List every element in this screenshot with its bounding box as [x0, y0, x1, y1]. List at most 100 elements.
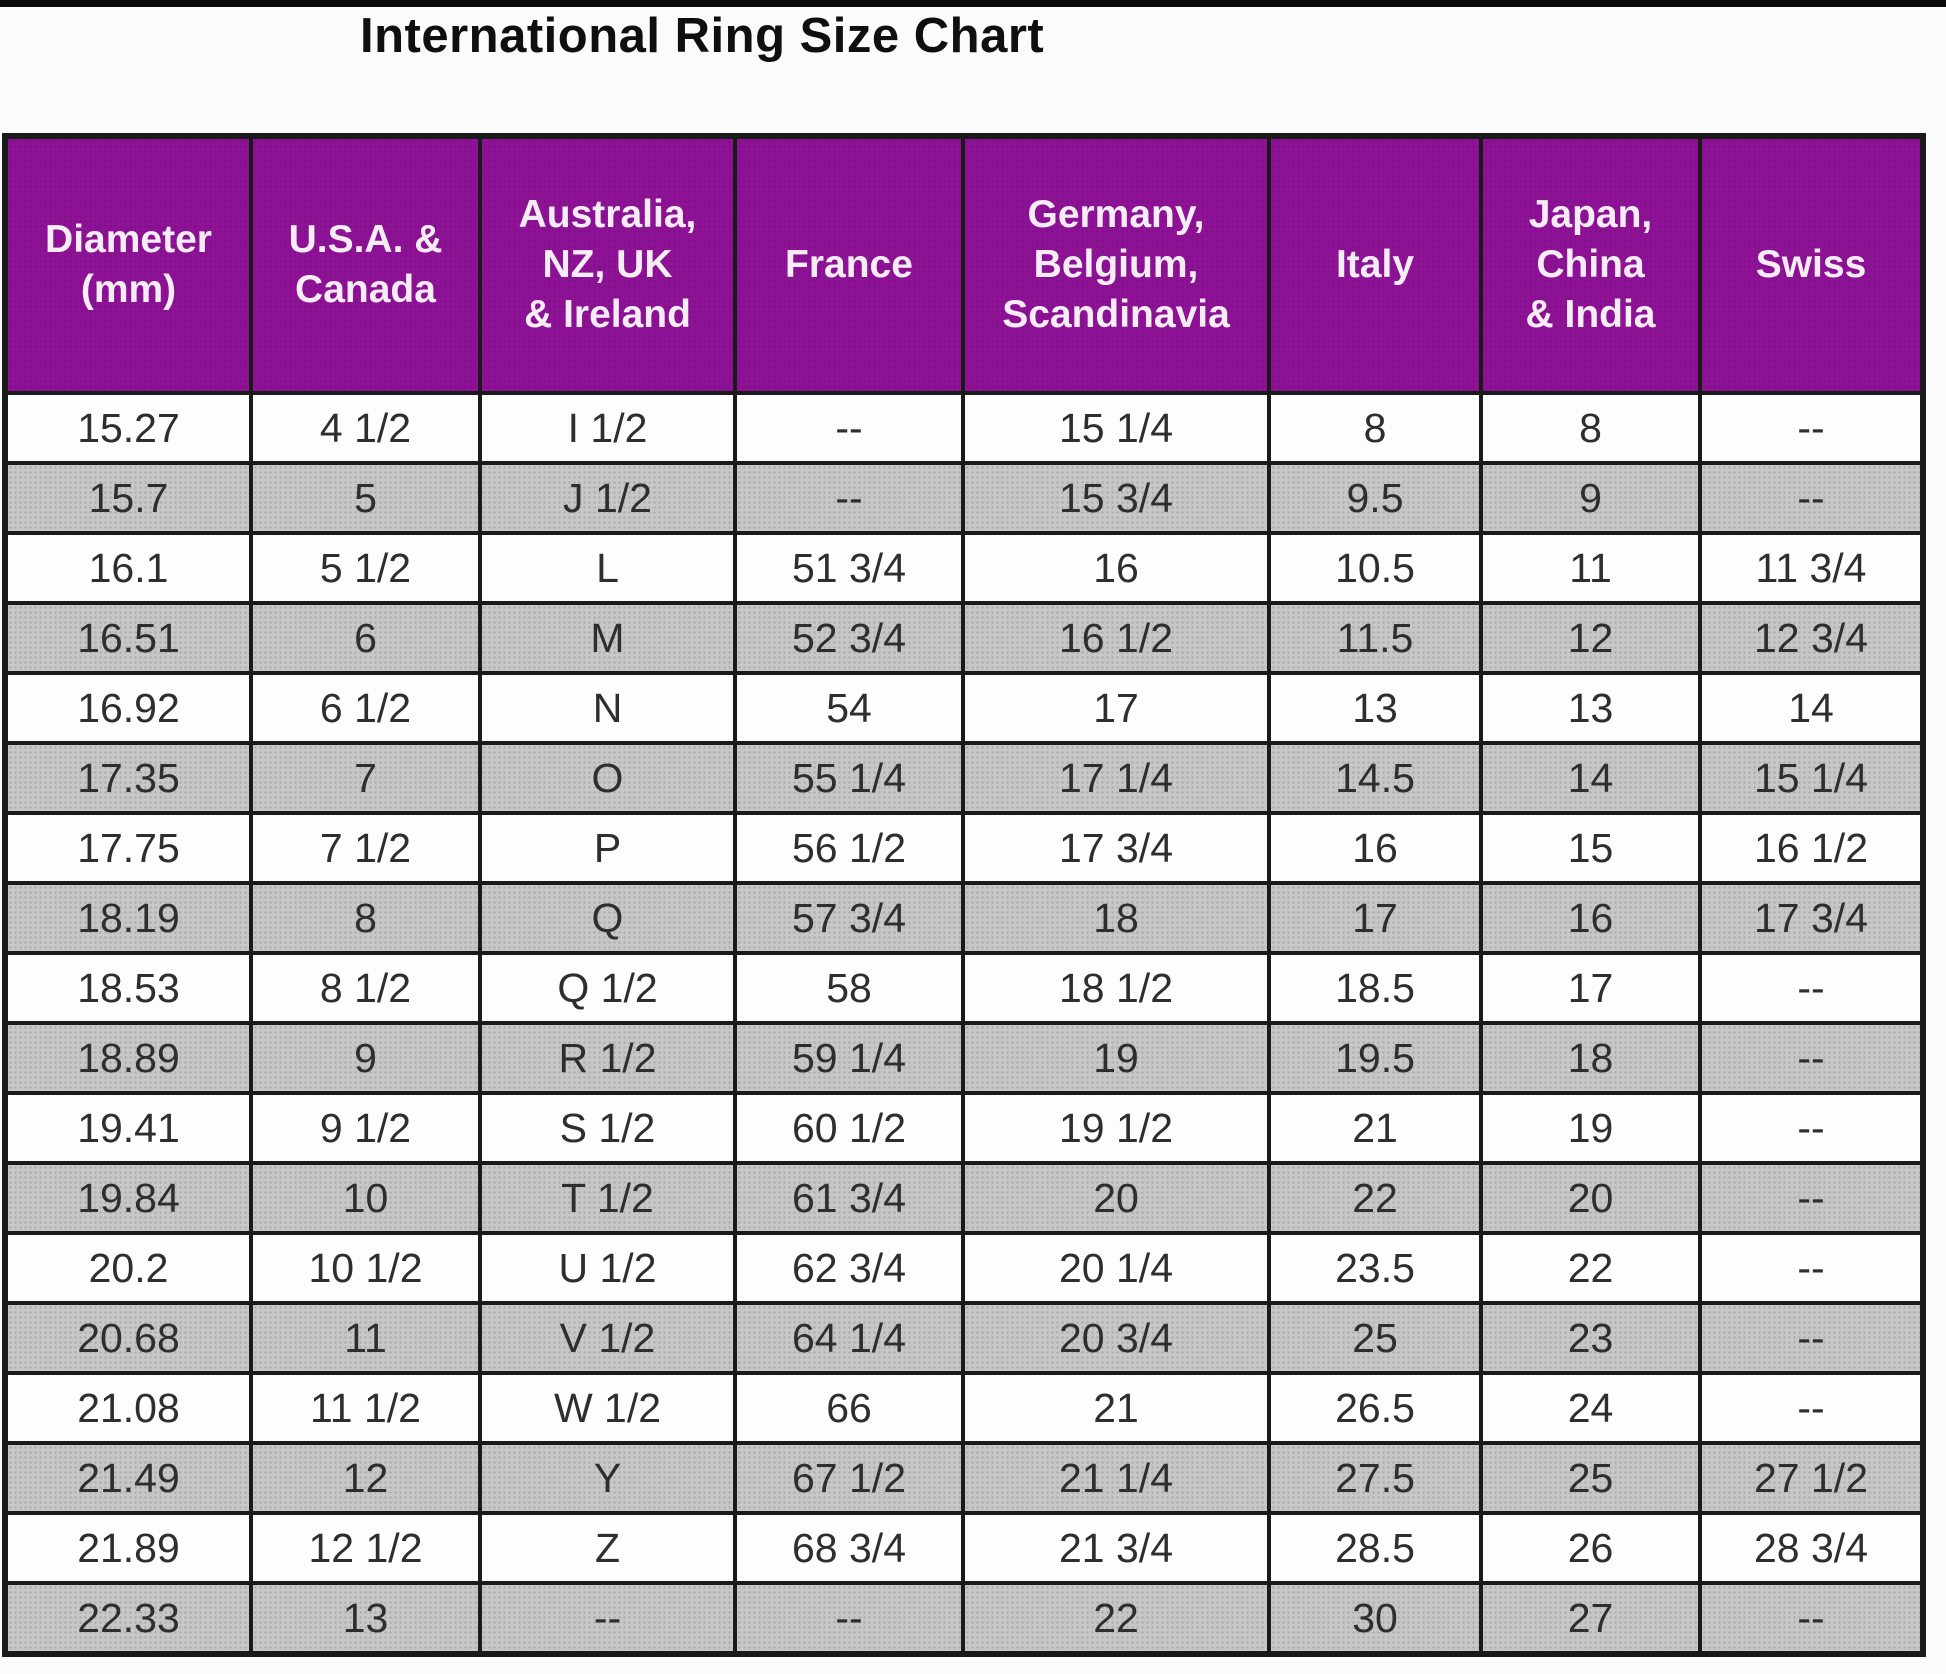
column-header: U.S.A. & Canada — [249, 134, 482, 395]
table-cell: 18 — [961, 881, 1271, 955]
table-cell: 16 — [1267, 811, 1483, 885]
table-cell: 26 — [1479, 1511, 1702, 1585]
table-cell: 13 — [249, 1581, 482, 1656]
table-cell: 17 — [1479, 951, 1702, 1025]
table-cell: 10 1/2 — [249, 1231, 482, 1305]
table-cell: J 1/2 — [478, 461, 737, 535]
table-cell: 21.49 — [3, 1441, 253, 1515]
ring-size-table: Diameter (mm) U.S.A. & Canada Australia, N… — [2, 133, 1926, 1657]
table-cell: 20.68 — [3, 1301, 253, 1375]
table-row: 18.19 8 Q 57 3/4 18 17 16 17 3/4 — [3, 881, 1925, 955]
table-cell: U 1/2 — [478, 1231, 737, 1305]
table-cell: 56 1/2 — [733, 811, 965, 885]
table-cell: 15 — [1479, 811, 1702, 885]
table-cell: -- — [1698, 1371, 1925, 1445]
table-row: 17.35 7 O 55 1/4 17 1/4 14.5 14 15 1/4 — [3, 741, 1925, 815]
table-cell: 18.5 — [1267, 951, 1483, 1025]
table-cell: 9.5 — [1267, 461, 1483, 535]
table-row: 21.89 12 1/2 Z 68 3/4 21 3/4 28.5 26 28 3/4 — [3, 1511, 1925, 1585]
table-cell: 12 1/2 — [249, 1511, 482, 1585]
table-cell: 9 1/2 — [249, 1091, 482, 1165]
table-cell: 27.5 — [1267, 1441, 1483, 1515]
table-cell: 28.5 — [1267, 1511, 1483, 1585]
table-cell: 13 — [1479, 671, 1702, 745]
table-cell: 24 — [1479, 1371, 1702, 1445]
table-cell: 54 — [733, 671, 965, 745]
table-cell: 8 — [249, 881, 482, 955]
table-row: 19.84 10 T 1/2 61 3/4 20 22 20 -- — [3, 1161, 1925, 1235]
table-cell: 11 3/4 — [1698, 531, 1925, 605]
table-cell: 17 3/4 — [1698, 881, 1925, 955]
table-cell: R 1/2 — [478, 1021, 737, 1095]
table-cell: 11 1/2 — [249, 1371, 482, 1445]
table-cell: 22 — [961, 1581, 1271, 1656]
table-cell: -- — [1698, 951, 1925, 1025]
table-row: 16.1 5 1/2 L 51 3/4 16 10.5 11 11 3/4 — [3, 531, 1925, 605]
table-row: 22.33 13 -- -- 22 30 27 -- — [3, 1581, 1925, 1656]
table-cell: 20 — [961, 1161, 1271, 1235]
table-cell: Y — [478, 1441, 737, 1515]
table-cell: 8 — [1479, 391, 1702, 465]
table-cell: 30 — [1267, 1581, 1483, 1656]
table-row: 15.7 5 J 1/2 -- 15 3/4 9.5 9 -- — [3, 461, 1925, 535]
table-cell: 10.5 — [1267, 531, 1483, 605]
table-row: 18.53 8 1/2 Q 1/2 58 18 1/2 18.5 17 -- — [3, 951, 1925, 1025]
table-cell: 51 3/4 — [733, 531, 965, 605]
table-cell: 20 1/4 — [961, 1231, 1271, 1305]
table-cell: -- — [1698, 1581, 1925, 1656]
table-cell: 6 1/2 — [249, 671, 482, 745]
column-header: Diameter (mm) — [3, 134, 253, 395]
table-cell: 23 — [1479, 1301, 1702, 1375]
table-cell: 18 — [1479, 1021, 1702, 1095]
table-cell: 16 1/2 — [961, 601, 1271, 675]
table-cell: S 1/2 — [478, 1091, 737, 1165]
table-cell: 12 — [249, 1441, 482, 1515]
column-header: Japan, China & India — [1479, 134, 1702, 395]
table-cell: 52 3/4 — [733, 601, 965, 675]
table-cell: Z — [478, 1511, 737, 1585]
table-cell: Q — [478, 881, 737, 955]
table-cell: M — [478, 601, 737, 675]
table-cell: 17 — [1267, 881, 1483, 955]
table-cell: 5 1/2 — [249, 531, 482, 605]
table-cell: 21.08 — [3, 1371, 253, 1445]
table-cell: 15 1/4 — [961, 391, 1271, 465]
table-row: 19.41 9 1/2 S 1/2 60 1/2 19 1/2 21 19 -- — [3, 1091, 1925, 1165]
table-cell: -- — [733, 391, 965, 465]
table-cell: 18.89 — [3, 1021, 253, 1095]
column-header: Germany, Belgium, Scandinavia — [961, 134, 1271, 395]
table-cell: 20 3/4 — [961, 1301, 1271, 1375]
column-header: Australia, NZ, UK & Ireland — [478, 134, 737, 395]
top-border-strip — [0, 0, 1946, 7]
table-cell: N — [478, 671, 737, 745]
table-cell: 11 — [249, 1301, 482, 1375]
table-cell: 18.19 — [3, 881, 253, 955]
table-cell: 14 — [1698, 671, 1925, 745]
table-cell: 19.5 — [1267, 1021, 1483, 1095]
table-cell: 12 — [1479, 601, 1702, 675]
table-cell: 8 1/2 — [249, 951, 482, 1025]
table-cell: 16.51 — [3, 601, 253, 675]
table-cell: 10 — [249, 1161, 482, 1235]
table-header-row: Diameter (mm) U.S.A. & Canada Australia, N… — [3, 134, 1925, 395]
table-cell: 58 — [733, 951, 965, 1025]
table-cell: 59 1/4 — [733, 1021, 965, 1095]
table-cell: 18 1/2 — [961, 951, 1271, 1025]
table-cell: 11 — [1479, 531, 1702, 605]
table-cell: 19 1/2 — [961, 1091, 1271, 1165]
table-cell: 11.5 — [1267, 601, 1483, 675]
table-cell: 25 — [1267, 1301, 1483, 1375]
table-cell: 18.53 — [3, 951, 253, 1025]
table-cell: -- — [1698, 391, 1925, 465]
table-cell: 25 — [1479, 1441, 1702, 1515]
table-cell: -- — [733, 1581, 965, 1656]
table-cell: 55 1/4 — [733, 741, 965, 815]
table-cell: 68 3/4 — [733, 1511, 965, 1585]
table-cell: -- — [1698, 1091, 1925, 1165]
table-row: 20.68 11 V 1/2 64 1/4 20 3/4 25 23 -- — [3, 1301, 1925, 1375]
table-cell: 13 — [1267, 671, 1483, 745]
table-cell: 16 — [1479, 881, 1702, 955]
table-cell: -- — [1698, 1161, 1925, 1235]
table-cell: 4 1/2 — [249, 391, 482, 465]
table-cell: 57 3/4 — [733, 881, 965, 955]
